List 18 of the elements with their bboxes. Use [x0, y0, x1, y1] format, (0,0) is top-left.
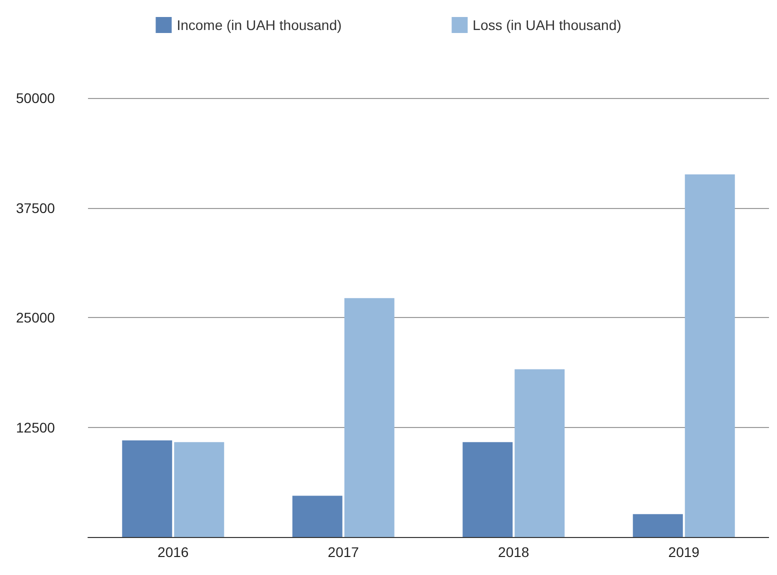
y-tick-label: 50000 — [16, 90, 56, 106]
bar — [122, 440, 172, 537]
bar — [344, 298, 394, 537]
bar — [514, 369, 565, 537]
bar — [684, 174, 735, 537]
bar — [632, 514, 683, 537]
x-tick-label: 2019 — [668, 544, 700, 560]
x-tick-label: 2017 — [328, 544, 360, 560]
x-tick-label: 2018 — [498, 544, 530, 560]
x-tick-label: 2016 — [158, 544, 189, 560]
y-tick-label: 12500 — [16, 419, 56, 436]
bar — [462, 442, 513, 537]
y-tick-label: 25000 — [16, 310, 56, 326]
bar — [174, 442, 224, 537]
legend-label: Income (in UAH thousand) — [176, 17, 342, 33]
bar — [292, 496, 342, 537]
y-tick-label: 37500 — [16, 200, 56, 216]
legend-label: Loss (in UAH thousand) — [472, 17, 622, 33]
